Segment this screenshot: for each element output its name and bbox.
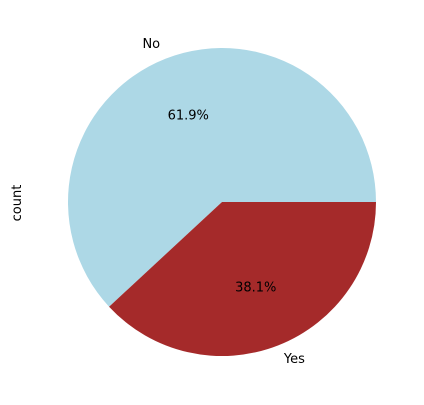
y-axis-label: count [10,185,25,222]
slice-label-no: No [142,37,160,52]
slice-percent-yes: 38.1% [235,281,276,296]
slice-percent-no: 61.9% [168,108,209,123]
slice-label-yes: Yes [283,352,305,367]
pie-slices [67,47,377,357]
pie-slice-yes [109,202,376,357]
pie-labels: No 61.9% Yes 38.1% [142,37,305,367]
pie-slice-no [67,47,377,307]
